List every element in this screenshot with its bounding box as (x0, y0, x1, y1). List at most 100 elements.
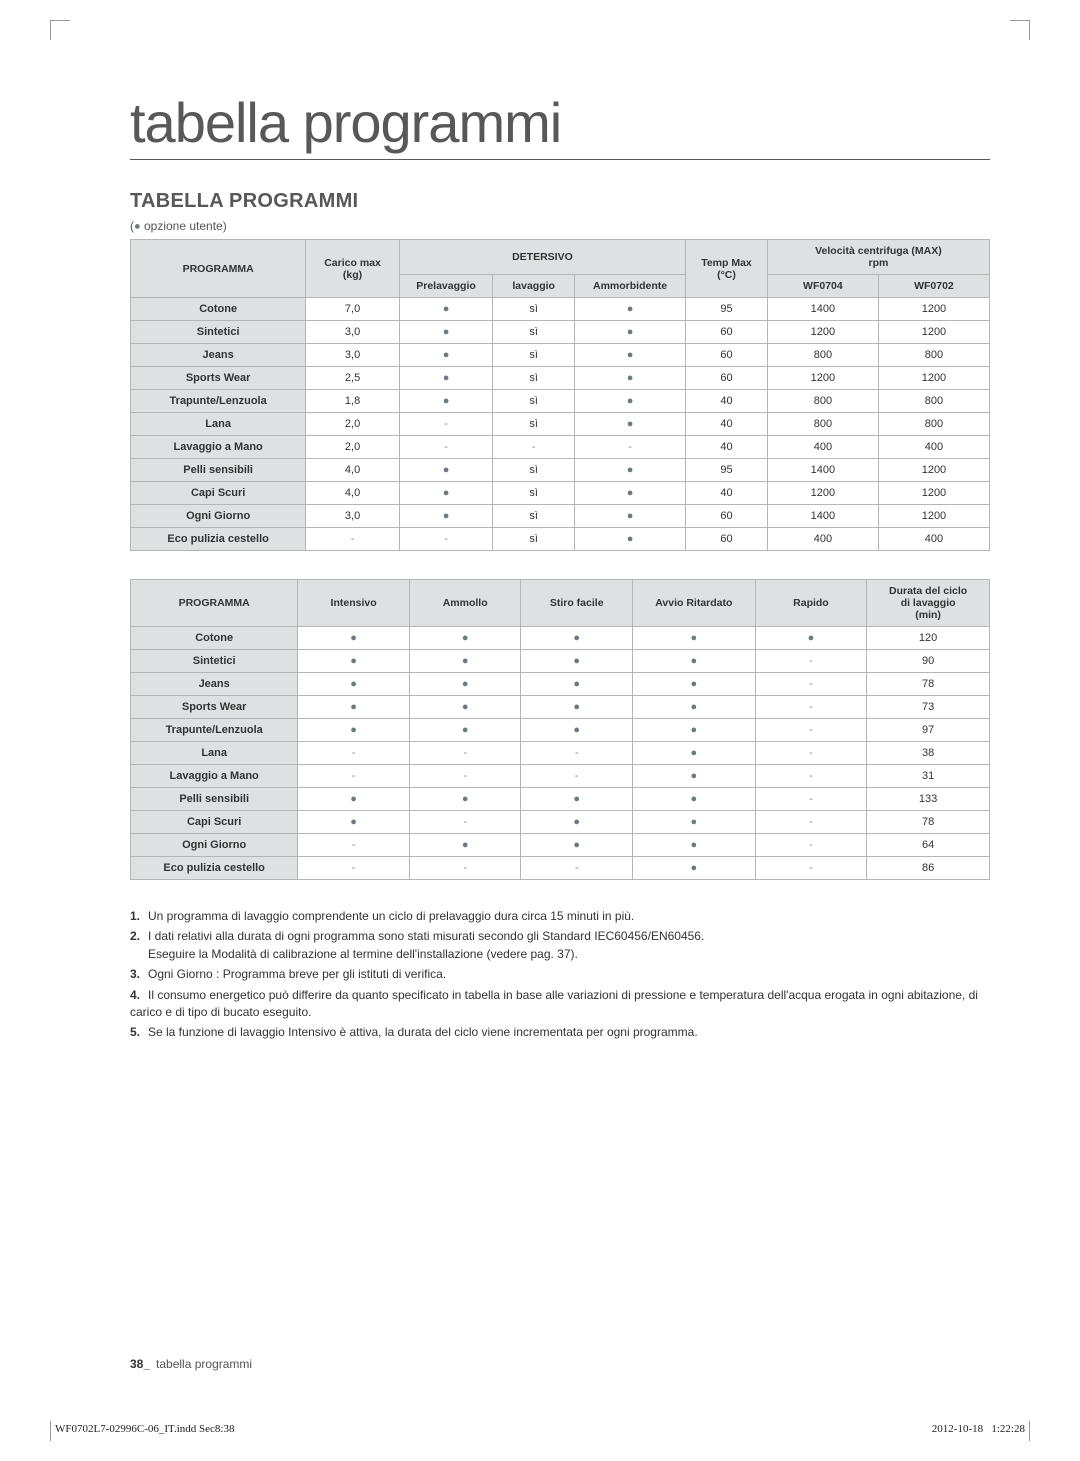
dot-icon: ● (573, 655, 580, 667)
table-cell: ● (575, 459, 686, 482)
table-cell: 2,0 (306, 436, 399, 459)
table-cell: ● (575, 482, 686, 505)
table-cell: ● (575, 321, 686, 344)
table-cell: ● (298, 788, 410, 811)
table-cell: sì (493, 413, 575, 436)
th-programma: PROGRAMMA (131, 240, 306, 298)
table-cell: 1200 (767, 321, 878, 344)
table-cell: ● (298, 650, 410, 673)
table-cell: ● (575, 344, 686, 367)
dash-icon: - (463, 770, 467, 782)
th-rapido: Rapido (755, 580, 867, 627)
table-cell: - (521, 765, 633, 788)
table-cell: ● (575, 367, 686, 390)
table-cell: 78 (867, 673, 990, 696)
table-cell: sì (493, 505, 575, 528)
table-cell: ● (399, 390, 492, 413)
table-cell: ● (399, 482, 492, 505)
table-cell: 800 (878, 390, 989, 413)
table-cell: - (755, 696, 867, 719)
dash-icon: - (628, 441, 632, 453)
table-cell: ● (575, 505, 686, 528)
dot-icon: ● (627, 303, 634, 315)
table-row: Trapunte/Lenzuola1,8●sì●40800800 (131, 390, 990, 413)
table-row: Sintetici●●●●-90 (131, 650, 990, 673)
table-cell: ● (521, 696, 633, 719)
table-cell: ● (632, 788, 755, 811)
dot-icon: ● (443, 372, 450, 384)
footer-page: 38_ tabella programmi (130, 1357, 252, 1371)
dot-icon: ● (573, 839, 580, 851)
dash-icon: - (444, 418, 448, 430)
note-text: Ogni Giorno : Programma breve per gli is… (148, 967, 446, 981)
dot-icon: ● (462, 793, 469, 805)
dash-icon: - (809, 701, 813, 713)
dot-icon: ● (627, 349, 634, 361)
table-row: Jeans●●●●-78 (131, 673, 990, 696)
table-cell: ● (409, 696, 521, 719)
table-cell: 60 (686, 321, 768, 344)
table-cell: ● (521, 627, 633, 650)
table-cell: sì (493, 390, 575, 413)
table-cell: 40 (686, 413, 768, 436)
table-cell: - (755, 742, 867, 765)
dot-icon: ● (573, 632, 580, 644)
table-cell: 1200 (878, 321, 989, 344)
table-cell: 800 (878, 413, 989, 436)
table-cell: ● (399, 344, 492, 367)
note-text: opzione utente) (141, 219, 227, 233)
table-cell: 4,0 (306, 482, 399, 505)
table-cell: ● (399, 321, 492, 344)
table-cell: ● (632, 627, 755, 650)
table-cell: 60 (686, 367, 768, 390)
dash-icon: - (352, 770, 356, 782)
table-row: Lavaggio a Mano2,0---40400400 (131, 436, 990, 459)
dash-icon: - (575, 862, 579, 874)
table-cell: ● (409, 650, 521, 673)
row-head: Sports Wear (131, 367, 306, 390)
table-cell: 1400 (767, 505, 878, 528)
notes-list: 1.Un programma di lavaggio comprendente … (130, 908, 990, 1042)
table-cell: - (755, 650, 867, 673)
table-cell: - (755, 719, 867, 742)
table-cell: 3,0 (306, 321, 399, 344)
row-head: Ogni Giorno (131, 505, 306, 528)
table-row: Sports Wear●●●●-73 (131, 696, 990, 719)
table-cell: ● (755, 627, 867, 650)
table-cell: - (409, 857, 521, 880)
page-number: 38_ (130, 1357, 150, 1371)
dot-icon: ● (627, 510, 634, 522)
th-programma-2: PROGRAMMA (131, 580, 298, 627)
row-head: Sports Wear (131, 696, 298, 719)
table-cell: 40 (686, 390, 768, 413)
dot-icon: ● (573, 701, 580, 713)
table-row: Lavaggio a Mano---●-31 (131, 765, 990, 788)
dash-icon: - (809, 747, 813, 759)
dot-icon: ● (690, 724, 697, 736)
table-cell: - (755, 834, 867, 857)
note-3: 3.Ogni Giorno : Programma breve per gli … (130, 966, 990, 983)
th-velocita: Velocità centrifuga (MAX) rpm (767, 240, 989, 275)
page-section: tabella programmi (156, 1357, 252, 1371)
dot-icon: ● (627, 395, 634, 407)
table-cell: ● (298, 696, 410, 719)
dot-icon: ● (350, 816, 357, 828)
dot-icon: ● (462, 724, 469, 736)
table-cell: 400 (767, 528, 878, 551)
dot-icon: ● (350, 724, 357, 736)
print-time: 1:22:28 (991, 1423, 1025, 1435)
table-cell: 1,8 (306, 390, 399, 413)
table-row: Pelli sensibili●●●●-133 (131, 788, 990, 811)
dot-icon: ● (690, 701, 697, 713)
table-cell: - (409, 811, 521, 834)
dash-icon: - (809, 839, 813, 851)
table-row: Ogni Giorno3,0●sì●6014001200 (131, 505, 990, 528)
note-2: 2.I dati relativi alla durata di ogni pr… (130, 928, 990, 963)
table-row: Capi Scuri●-●●-78 (131, 811, 990, 834)
dot-icon: ● (443, 349, 450, 361)
table-row: Cotone●●●●●120 (131, 627, 990, 650)
table-row: Lana2,0-sì●40800800 (131, 413, 990, 436)
table-cell: 90 (867, 650, 990, 673)
th-prelavaggio: Prelavaggio (399, 275, 492, 298)
table-cell: ● (298, 811, 410, 834)
